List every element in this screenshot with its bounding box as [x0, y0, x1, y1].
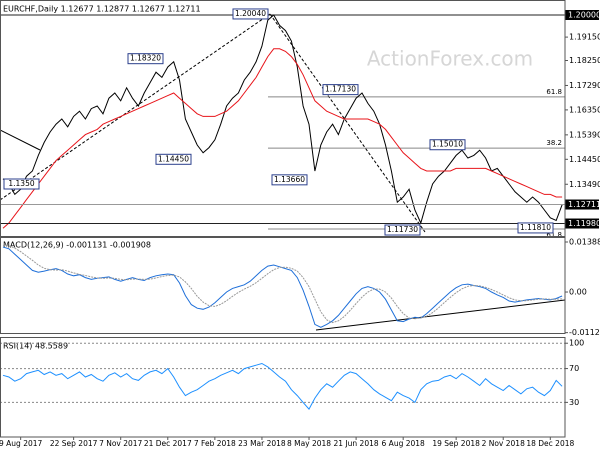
x-tick-label: 23 Mar 2018	[238, 439, 286, 448]
annotation-label: 1.11730	[387, 225, 418, 234]
annotation-box	[271, 174, 308, 186]
x-tick-label: 21 Jun 2018	[334, 439, 379, 448]
annotation-label: 1.20040	[235, 9, 266, 18]
panel-frame	[0, 237, 566, 334]
annotation-box	[232, 8, 269, 20]
x-tick-label: 9 Aug 2017	[0, 439, 43, 448]
annotation-box	[127, 53, 164, 65]
annotation-box	[155, 153, 192, 165]
price-marker-label: 1.12711	[568, 200, 600, 209]
trend-line	[315, 299, 566, 331]
y-tick-label: 1.15390	[569, 130, 600, 139]
annotation-box	[3, 178, 40, 190]
y-tick-label: -0.011281	[569, 328, 600, 337]
y-tick-label: 1.17290	[569, 81, 600, 90]
y-tick-label: 1.19150	[569, 33, 600, 42]
series-line	[2, 244, 563, 324]
y-tick-label: 1.16350	[569, 105, 600, 114]
series-line	[2, 14, 563, 225]
annotation-box	[429, 139, 466, 151]
price-marker	[565, 218, 599, 229]
price-marker-label: 1.20000	[568, 11, 600, 20]
price-marker-label: 1.11980	[568, 219, 600, 228]
annotation-box	[517, 222, 554, 234]
watermark: ActionForex.com	[367, 47, 533, 71]
x-tick-label: 22 Sep 2017	[50, 439, 98, 448]
annotation-label: 1.14450	[158, 154, 189, 163]
fib-label: 61.8	[546, 88, 562, 96]
x-tick-label: 7 Feb 2018	[194, 439, 236, 448]
annotation-label: 1.13660	[274, 175, 305, 184]
annotation-label: 1.15010	[432, 140, 463, 149]
trend-line	[0, 129, 41, 151]
y-tick-label: 1.14450	[569, 155, 600, 164]
x-tick-label: 19 Sep 2018	[432, 439, 480, 448]
annotation-box	[322, 84, 359, 96]
annotation-label: 1.18320	[130, 54, 161, 63]
annotation-label: 1.11810	[520, 223, 551, 232]
y-tick-label: 30	[569, 398, 579, 407]
trend-line	[269, 13, 426, 233]
price-marker	[565, 199, 599, 210]
series-line	[2, 362, 563, 410]
annotation-label: 1.1350	[8, 179, 34, 188]
panel-frame	[0, 0, 566, 237]
y-tick-label: 70	[569, 364, 579, 373]
x-tick-label: 21 Dec 2017	[144, 439, 192, 448]
x-tick-label: 7 Nov 2017	[99, 439, 142, 448]
fib-label: 61.8	[546, 231, 562, 239]
series-line	[2, 246, 563, 328]
panel-title: EURCHF,Daily 1.12677 1.12877 1.12677 1.1…	[3, 5, 201, 14]
y-tick-label: 1.18250	[569, 56, 600, 65]
panel-title: MACD(12,26,9) -0.001131 -0.001908	[3, 241, 151, 250]
y-tick-label: 100	[569, 339, 584, 348]
plot-layer: EURCHF,Daily 1.12677 1.12877 1.12677 1.1…	[0, 5, 600, 448]
annotation-label: 1.17130	[325, 85, 356, 94]
x-tick-label: 6 Aug 2018	[382, 439, 425, 448]
y-tick-label: 0.013887	[569, 238, 600, 247]
panel-title: RSI(14) 48.5589	[3, 342, 68, 351]
x-tick-label: 18 Dec 2018	[526, 439, 574, 448]
y-tick-label: 0.00	[569, 288, 587, 297]
series-line	[2, 48, 563, 229]
y-tick-label: 1.13490	[569, 180, 600, 189]
annotation-box	[384, 224, 421, 236]
price-marker	[565, 10, 599, 20]
fib-label: 38.2	[546, 139, 562, 147]
panel-frame	[0, 337, 566, 438]
x-tick-label: 2 Nov 2018	[482, 439, 525, 448]
x-tick-label: 8 May 2018	[287, 439, 331, 448]
